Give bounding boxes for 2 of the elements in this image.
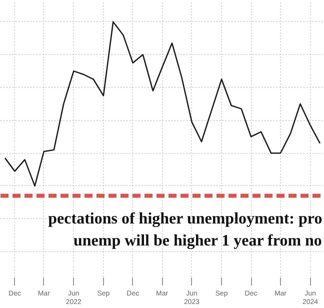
- text: unemp will be higher 1 year from no: [73, 232, 322, 250]
- text: pectations of higher unemployment: pro: [48, 210, 322, 228]
